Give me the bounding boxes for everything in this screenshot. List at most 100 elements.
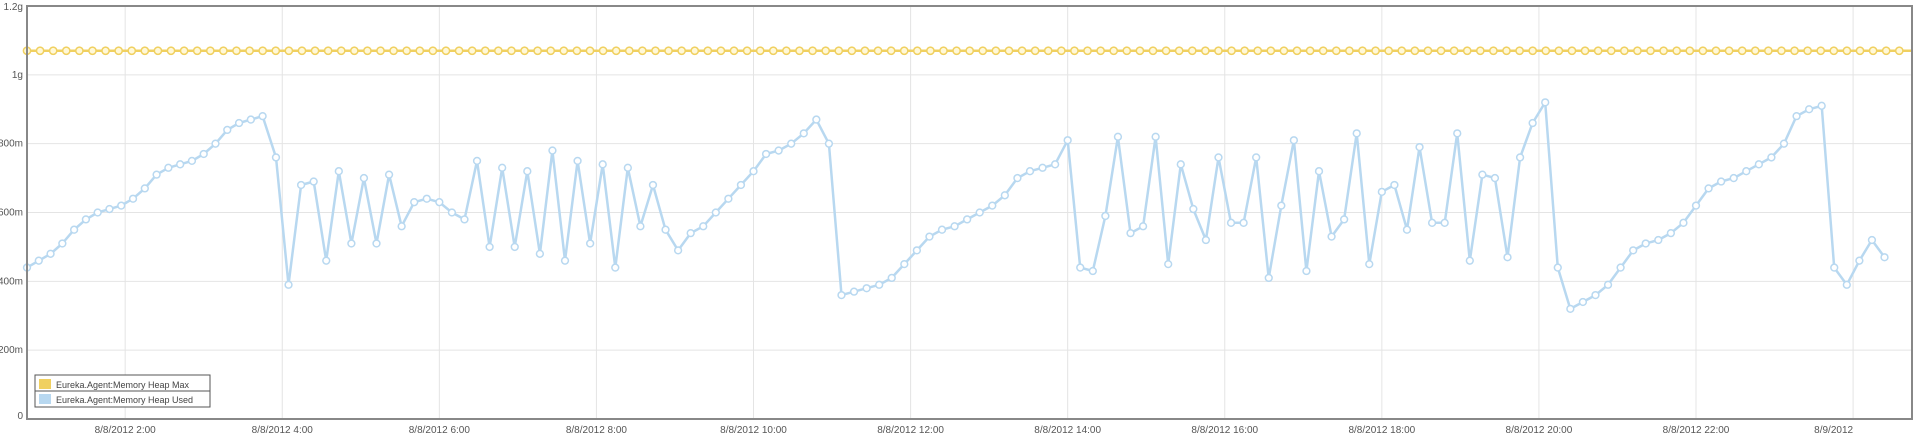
heap-used-point [1654, 235, 1663, 245]
heap-max-point [1436, 46, 1446, 56]
heap-max-point [1070, 46, 1079, 56]
heap-used-point [46, 249, 55, 258]
heap-used-point [284, 280, 293, 289]
heap-used-point [384, 170, 394, 179]
heap-max-point [546, 46, 556, 56]
heap-max-point [284, 46, 294, 56]
heap-max-point [441, 46, 451, 56]
heap-used-point [1427, 218, 1437, 227]
heap-max-point [1345, 46, 1354, 56]
heap-max-point [1161, 46, 1171, 56]
heap-used-point [1691, 201, 1701, 210]
heap-used-point [799, 129, 808, 138]
heap-used-point [164, 163, 173, 172]
heap-max-point [651, 46, 660, 56]
heap-max-point [1894, 46, 1904, 56]
heap-used-point [460, 215, 469, 224]
heap-used-point [1000, 191, 1009, 200]
heap-max-point [258, 46, 268, 56]
heap-max-point [1449, 46, 1459, 56]
heap-max-point [703, 46, 713, 56]
heap-max-point [1109, 46, 1119, 56]
heap-used-point [611, 263, 620, 272]
heap-used-point [117, 201, 126, 210]
heap-max-point [493, 46, 503, 56]
heap-used-point [258, 111, 267, 121]
heap-max-point [1515, 46, 1524, 56]
heap-max-point [1881, 46, 1891, 56]
heap-max-point [245, 46, 254, 56]
heap-max-point [1240, 46, 1249, 56]
heap-used-point [498, 163, 507, 172]
heap-max-point [1096, 46, 1105, 56]
heap-used-point [1201, 235, 1211, 245]
series-heap-max [22, 46, 1912, 56]
heap-max-point [1750, 46, 1760, 56]
heap-used-point [322, 256, 331, 265]
heap-used-point [962, 215, 972, 224]
heap-used-point [1779, 139, 1789, 148]
heap-used-point [140, 184, 149, 193]
heap-used-point [296, 180, 306, 190]
y-tick-label: 400m [0, 276, 23, 287]
heap-max-point [533, 46, 542, 56]
heap-used-point [1138, 222, 1148, 231]
heap-used-point [347, 239, 356, 248]
heap-max-point [1842, 46, 1852, 56]
heap-used-point [636, 222, 645, 231]
heap-used-point [309, 177, 318, 186]
heap-used-point [211, 139, 220, 148]
heap-max-point [572, 46, 582, 56]
heap-max-point [1475, 46, 1485, 56]
heap-max-point [808, 46, 817, 56]
x-tick-label: 8/8/2012 10:00 [720, 425, 787, 436]
heap-used-point [1277, 201, 1286, 210]
heap-used-point [334, 167, 343, 176]
y-tick-label: 600m [0, 208, 23, 219]
heap-used-point [837, 290, 846, 300]
x-tick-label: 8/8/2012 6:00 [409, 425, 471, 436]
heap-used-point [1742, 167, 1751, 176]
heap-max-point [1331, 46, 1341, 56]
heap-max-point [1318, 46, 1328, 56]
heap-used-point [1377, 187, 1386, 197]
heap-max-point [624, 46, 634, 56]
heap-max-point [48, 46, 58, 56]
heap-max-point [1122, 46, 1132, 56]
heap-used-point [1880, 253, 1889, 262]
heap-used-point [1113, 132, 1123, 141]
heap-max-point [1371, 46, 1380, 56]
heap-max-point [1423, 46, 1433, 56]
heap-used-point [422, 194, 431, 203]
heap-max-point [1633, 46, 1642, 56]
y-tick-label: 0 [17, 411, 23, 422]
heap-max-point [376, 46, 385, 56]
heap-used-point [58, 239, 67, 248]
heap-used-point [1578, 297, 1588, 307]
heap-used-point [1867, 235, 1877, 245]
heap-max-point [1816, 46, 1826, 56]
heap-used-point [1365, 259, 1374, 269]
heap-max-point [1384, 46, 1394, 56]
heap-used-point [1754, 160, 1763, 169]
heap-used-point [988, 201, 997, 210]
heap-max-point [768, 46, 778, 56]
heap-max-point [873, 46, 883, 56]
heap-max-point [847, 46, 857, 56]
heap-used-point [1716, 177, 1726, 186]
heap-used-point [1088, 266, 1097, 276]
heap-max-point [153, 46, 163, 56]
heap-max-point [1266, 46, 1276, 56]
heap-used-point [585, 239, 595, 248]
heap-used-point [1214, 153, 1223, 162]
heap-used-point [1151, 132, 1160, 141]
heap-used-point [223, 125, 232, 135]
heap-used-point [246, 115, 255, 124]
heap-max-point [926, 46, 935, 56]
heap-max-point [1646, 46, 1655, 56]
heap-used-point [1591, 290, 1600, 300]
heap-max-point [363, 46, 372, 56]
heap-used-point [1352, 129, 1361, 138]
heap-used-point [1176, 160, 1185, 169]
heap-used-point [1390, 180, 1399, 190]
